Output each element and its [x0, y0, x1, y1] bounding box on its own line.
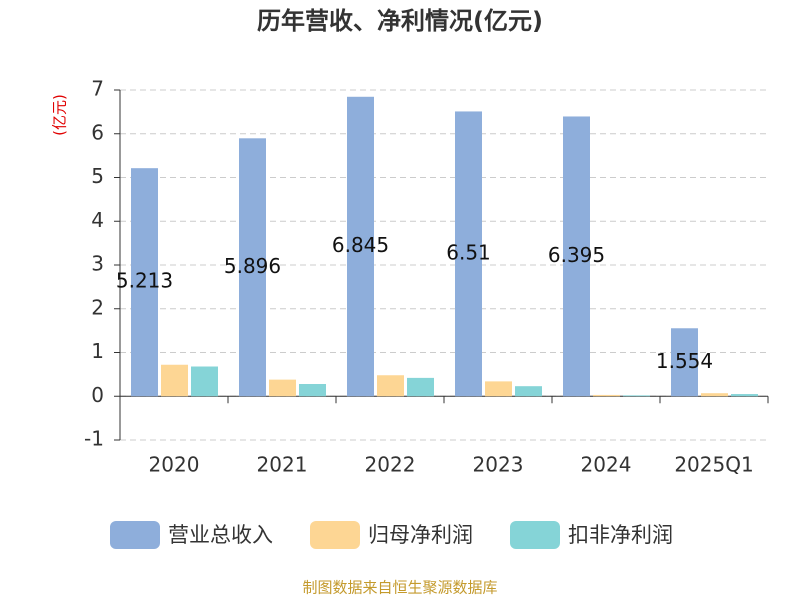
y-tick-label: 4 — [91, 208, 104, 232]
data-label: 1.554 — [656, 349, 713, 373]
bar — [623, 395, 650, 397]
bar — [161, 364, 188, 397]
bar — [131, 168, 158, 397]
bar — [377, 375, 404, 397]
data-label: 6.845 — [332, 233, 389, 257]
legend-swatch — [510, 521, 560, 549]
y-tick-label: 7 — [91, 77, 104, 101]
x-tick-label: 2021 — [257, 453, 308, 477]
bar — [299, 384, 326, 397]
y-axis-label: (亿元) — [51, 94, 69, 136]
chart-title: 历年营收、净利情况(亿元) — [257, 7, 543, 35]
bar — [731, 394, 758, 397]
legend-label: 营业总收入 — [168, 523, 273, 547]
bar — [485, 381, 512, 397]
legend-swatch — [110, 521, 160, 549]
legend-label: 扣非净利润 — [568, 523, 673, 547]
y-tick-label: 6 — [91, 120, 104, 144]
y-tick-label: 5 — [91, 164, 104, 188]
y-tick-label: 3 — [91, 252, 104, 276]
x-tick-label: 2020 — [149, 453, 200, 477]
x-tick-label: 2023 — [473, 453, 524, 477]
y-tick-label: 2 — [91, 295, 104, 319]
bar — [239, 138, 266, 397]
data-label: 6.395 — [548, 243, 605, 267]
y-tick-label: 1 — [91, 339, 104, 363]
y-tick-label: 0 — [91, 383, 104, 407]
bar — [701, 393, 728, 397]
y-tick-label: -1 — [84, 427, 104, 451]
legend-swatch — [310, 521, 360, 549]
x-tick-label: 2025Q1 — [674, 453, 753, 477]
source-note: 制图数据来自恒生聚源数据库 — [302, 579, 497, 597]
legend-label: 归母净利润 — [368, 523, 473, 547]
data-label: 6.51 — [446, 240, 491, 264]
x-tick-label: 2024 — [581, 453, 632, 477]
bar — [191, 366, 218, 397]
bar — [347, 96, 374, 397]
bar — [407, 377, 434, 397]
bar — [593, 394, 620, 397]
bar — [671, 328, 698, 397]
x-tick-label: 2022 — [365, 453, 416, 477]
bar — [563, 116, 590, 397]
bar — [269, 379, 296, 397]
bar — [515, 386, 542, 397]
bar — [455, 111, 482, 397]
data-label: 5.213 — [116, 269, 173, 293]
data-label: 5.896 — [224, 254, 281, 278]
